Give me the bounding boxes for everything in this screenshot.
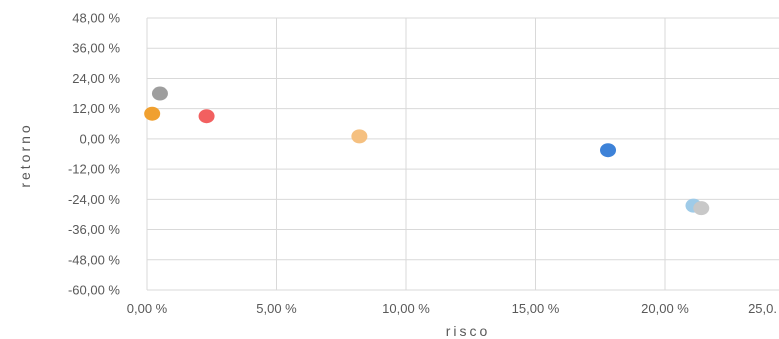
x-tick-label: 0,00 % xyxy=(127,301,168,316)
data-point xyxy=(144,106,161,121)
data-point xyxy=(693,201,710,216)
data-point xyxy=(151,86,168,101)
x-tick-label: 5,00 % xyxy=(256,301,297,316)
y-tick-label: 0,00 % xyxy=(80,131,121,146)
y-tick-label: -48,00 % xyxy=(68,252,120,267)
y-tick-label: -36,00 % xyxy=(68,222,120,237)
y-tick-label: -24,00 % xyxy=(68,192,120,207)
data-point xyxy=(351,129,368,144)
data-points xyxy=(144,86,710,216)
x-tick-label: 15,00 % xyxy=(512,301,560,316)
x-axis-title: risco xyxy=(446,323,491,339)
grid xyxy=(146,17,779,291)
x-tick-label: 20,00 % xyxy=(641,301,689,316)
y-axis-title: retorno xyxy=(17,122,33,187)
x-tick-label: 25,0. xyxy=(748,301,777,316)
y-tick-label: 48,00 % xyxy=(72,11,120,26)
y-tick-label: 12,00 % xyxy=(72,101,120,116)
data-point xyxy=(198,109,215,124)
y-tick-label: 24,00 % xyxy=(72,71,120,86)
y-tick-label: -12,00 % xyxy=(68,162,120,177)
x-tick-label: 10,00 % xyxy=(382,301,430,316)
data-point xyxy=(600,143,617,158)
tick-labels: 48,00 % 36,00 % 24,00 % 12,00 % 0,00 % -12,00… xyxy=(68,11,777,317)
y-tick-label: -60,00 % xyxy=(68,283,120,298)
y-tick-label: 36,00 % xyxy=(72,41,120,56)
